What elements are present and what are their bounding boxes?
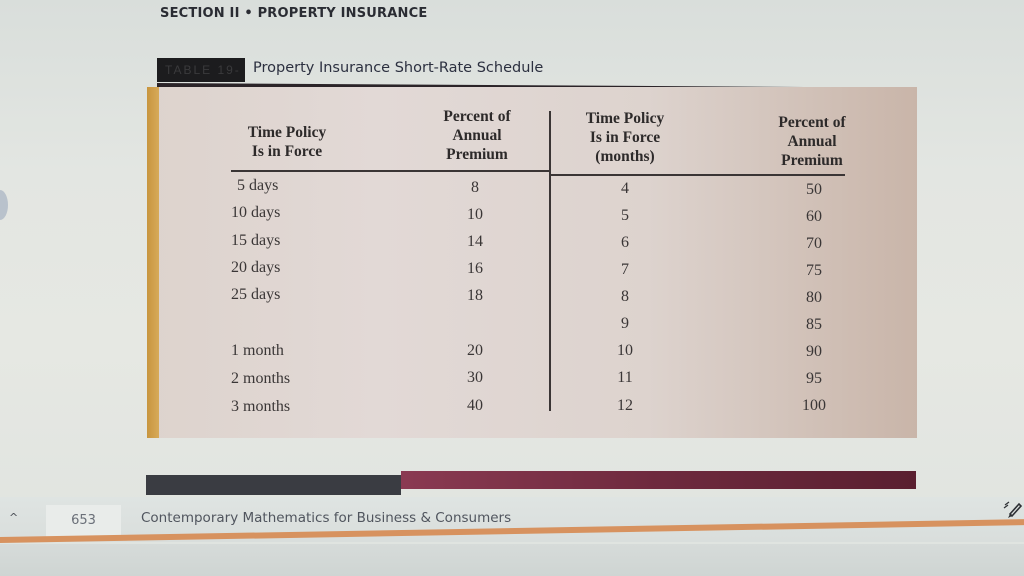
header-rule-left xyxy=(231,170,549,172)
right-month-cell: 8 xyxy=(621,288,629,305)
left-time-cell: 1 month xyxy=(231,342,284,359)
header-line: Annual xyxy=(452,127,502,144)
right-percent-cell: 80 xyxy=(806,289,822,306)
collapse-caret-icon[interactable]: ^ xyxy=(9,511,19,524)
table-title: Property Insurance Short-Rate Schedule xyxy=(253,60,544,76)
left-percent-cell: 18 xyxy=(467,287,483,304)
bar-maroon-segment xyxy=(401,471,916,489)
header-percent-right: Percent of Annual Premium xyxy=(757,113,867,170)
header-line: Time Policy xyxy=(247,124,327,141)
right-percent-cell: 70 xyxy=(806,235,822,252)
left-time-cell: 3 months xyxy=(231,398,291,415)
pen-icon[interactable] xyxy=(1002,499,1024,519)
right-percent-cell: 95 xyxy=(806,370,822,387)
bar-dark-segment xyxy=(146,475,401,495)
short-rate-table: TABLE 19-5 Property Insurance Short-Rate… xyxy=(147,58,917,438)
left-percent-cell: 16 xyxy=(467,260,483,277)
right-percent-cell: 75 xyxy=(806,262,822,279)
left-percent-cell: 40 xyxy=(467,397,483,414)
table-body: Time Policy Is in Force Percent of Annua… xyxy=(147,87,917,438)
column-divider xyxy=(549,111,551,411)
left-time-cell: 20 days xyxy=(231,259,281,276)
right-month-cell: 4 xyxy=(621,180,629,197)
right-month-cell: 7 xyxy=(621,261,629,278)
right-percent-cell: 100 xyxy=(802,397,826,414)
left-time-cell: 5 days xyxy=(237,177,279,194)
book-title: Contemporary Mathematics for Business & … xyxy=(141,510,512,526)
header-time-policy-left: Time Policy Is in Force xyxy=(227,123,347,161)
header-line: Time Policy xyxy=(585,110,665,127)
decorative-color-bar xyxy=(146,471,916,495)
left-time-cell: 10 days xyxy=(231,204,281,221)
section-header: SECTION II • PROPERTY INSURANCE xyxy=(160,6,428,21)
edge-decoration xyxy=(0,190,8,220)
right-month-cell: 11 xyxy=(617,369,633,386)
left-time-cell: 2 months xyxy=(231,370,291,387)
header-line: (months) xyxy=(595,148,655,165)
left-percent-cell: 30 xyxy=(467,369,483,386)
header-line: Is in Force xyxy=(589,129,661,146)
left-percent-cell: 10 xyxy=(467,206,483,223)
right-month-cell: 6 xyxy=(621,234,629,251)
right-percent-cell: 60 xyxy=(806,208,822,225)
page-bottom xyxy=(0,544,1024,576)
table-caption: TABLE 19-5 Property Insurance Short-Rate… xyxy=(157,58,917,101)
left-percent-cell: 20 xyxy=(467,342,483,359)
right-month-cell: 9 xyxy=(621,315,629,332)
right-month-cell: 12 xyxy=(617,397,633,414)
right-percent-cell: 85 xyxy=(806,316,822,333)
right-percent-cell: 50 xyxy=(806,181,822,198)
right-month-cell: 5 xyxy=(621,207,629,224)
header-time-policy-right: Time Policy Is in Force (months) xyxy=(565,109,685,166)
header-line: Premium xyxy=(781,152,843,169)
header-percent-left: Percent of Annual Premium xyxy=(417,107,537,164)
header-line: Premium xyxy=(446,146,508,163)
header-line: Percent of xyxy=(778,114,846,131)
right-percent-cell: 90 xyxy=(806,343,822,360)
left-time-cell: 25 days xyxy=(231,286,281,303)
header-rule-right xyxy=(549,174,845,176)
gold-accent-strip xyxy=(147,87,159,438)
left-percent-cell: 14 xyxy=(467,233,483,250)
right-month-cell: 10 xyxy=(617,342,633,359)
header-line: Is in Force xyxy=(251,143,323,160)
left-time-cell: 15 days xyxy=(231,232,281,249)
table-number-badge: TABLE 19-5 xyxy=(157,58,245,101)
page-number[interactable]: 653 xyxy=(46,505,121,537)
left-percent-cell: 8 xyxy=(471,179,479,196)
header-line: Percent of xyxy=(443,108,511,125)
header-line: Annual xyxy=(787,133,837,150)
